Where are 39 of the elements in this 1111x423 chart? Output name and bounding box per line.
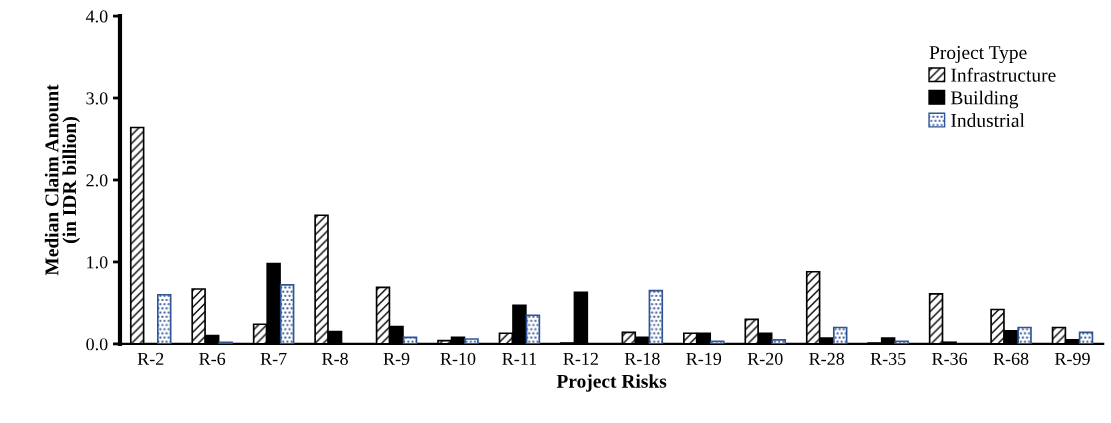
y-tick-label: 4.0 [85,10,108,23]
x-tick-label: R-7 [260,352,287,365]
bar [1078,331,1094,344]
legend-title: Project Type [929,46,1027,64]
x-tick-label: R-11 [502,352,537,365]
x-tick-label: R-8 [322,352,348,365]
x-tick-label: R-12 [563,352,598,365]
bar [832,326,848,344]
bar [710,340,725,344]
x-tick-label: R-9 [383,352,410,365]
x-tick-label: R-19 [686,352,722,365]
y-tick-label: 3.0 [86,92,108,105]
x-tick-label: R-36 [932,352,968,365]
bar [156,293,172,344]
x-axis-title: Project Risks [556,374,667,392]
x-tick-label: R-18 [624,352,660,365]
y-tick-label: 1.0 [87,256,108,269]
bar [648,289,664,344]
x-tick-label: R-99 [1054,352,1090,365]
legend-label: Building [950,90,1019,109]
x-tick-label: R-6 [199,352,226,365]
bar [402,336,418,344]
y-axis-title: Median Claim Amount (in IDR billion) [44,84,81,276]
legend-label: Infrastructure [951,67,1056,82]
x-tick-label: R-2 [137,352,164,365]
legend-label: Industrial [951,113,1025,128]
bar [464,338,479,344]
bar [771,338,787,344]
x-tick-label: R-10 [440,352,476,365]
x-tick-label: R-20 [747,352,783,365]
bar [525,314,541,344]
bar [1017,326,1032,344]
bar [894,340,909,344]
y-tick-label: 0.0 [86,338,108,351]
y-tick-label: 2.0 [86,174,108,187]
x-tick-label: R-28 [809,352,845,365]
bar [279,284,295,344]
x-tick-label: R-68 [993,352,1029,365]
x-tick-label: R-35 [870,352,906,365]
